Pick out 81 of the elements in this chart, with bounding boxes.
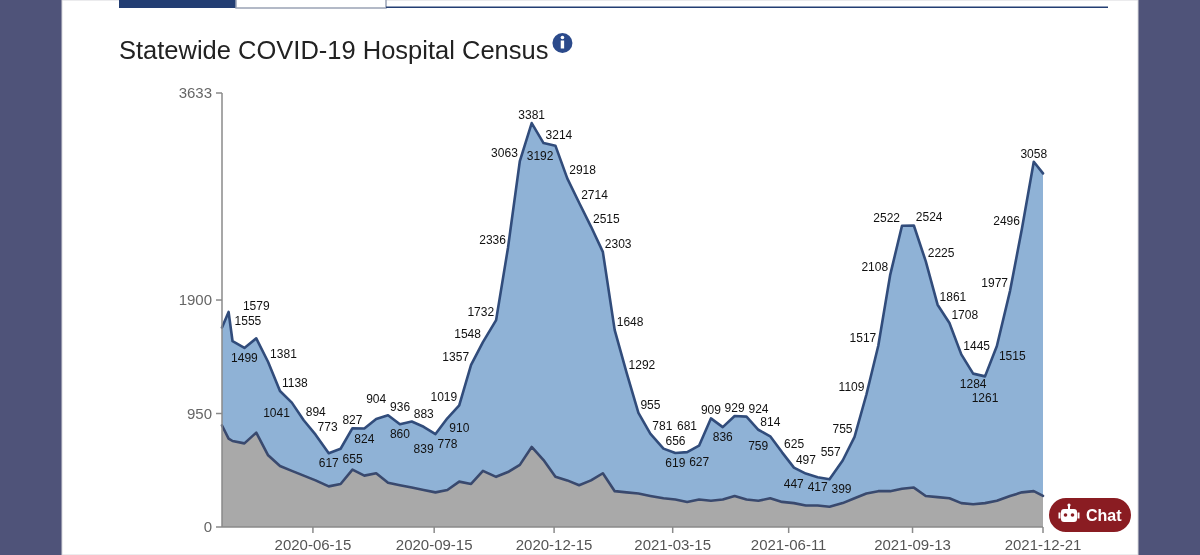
data-label: 2522 [873,210,901,225]
data-label: 955 [640,397,661,412]
data-label: 781 [652,418,673,433]
data-label: 1138 [281,376,309,391]
data-label: 625 [784,437,805,452]
data-label: 904 [366,392,387,407]
y-tick-label: 1900 [178,291,212,309]
data-label: 1977 [981,275,1009,290]
data-label: 1292 [628,357,656,372]
data-label: 655 [342,451,363,466]
data-label: 3058 [1020,146,1048,161]
x-tick-label: 2021-12-21 [1004,536,1082,553]
data-label: 814 [760,414,781,429]
data-label: 656 [665,433,686,448]
data-label: 2524 [915,210,943,225]
y-tick-label: 0 [203,518,212,536]
data-label: 399 [831,482,852,497]
data-label: 417 [807,480,828,495]
y-tick-label: 3633 [178,84,212,102]
data-label: 1708 [951,307,979,322]
data-label: 1732 [467,305,495,320]
data-label: 3214 [545,128,573,143]
data-label: 860 [389,427,411,442]
data-label: 1517 [849,330,877,345]
data-label: 2336 [479,232,507,247]
data-label: 3063 [491,146,519,161]
data-label: 2303 [604,236,632,251]
data-label: 824 [354,431,375,446]
data-label: 2515 [592,211,621,226]
data-label: 1548 [454,327,482,342]
data-label: 1019 [430,390,458,405]
data-label: 773 [317,419,338,434]
x-tick-label: 2021-03-15 [634,536,712,553]
data-label: 1261 [971,391,999,406]
data-label: 2918 [569,163,597,178]
x-tick-label: 2021-09-13 [874,536,951,553]
x-tick-label: 2020-12-15 [515,536,593,553]
data-label: 1861 [939,289,967,304]
x-tick-label: 2020-09-15 [395,536,473,553]
x-tick-label: 2021-06-11 [750,536,827,553]
data-label: 1041 [263,405,291,420]
data-label: 778 [437,437,458,452]
data-label: 3381 [518,108,546,123]
data-label: 1555 [234,314,262,329]
x-tick-label: 2020-06-15 [274,536,352,553]
data-label: 1381 [270,347,298,362]
data-label: 681 [677,418,698,433]
data-label: 617 [318,456,340,471]
data-label: 2225 [927,246,955,261]
data-label: 1499 [231,350,259,365]
data-label: 447 [783,476,805,491]
data-label: 1579 [242,299,270,314]
text: Chat [1086,507,1123,524]
data-label: 909 [700,403,722,418]
data-label: 1445 [963,339,991,354]
data-label: 929 [724,401,745,416]
data-label: 759 [748,439,769,454]
data-label: 936 [390,400,411,415]
data-label: 827 [342,413,363,428]
data-label: 755 [832,421,853,436]
data-label: 883 [413,406,435,421]
data-label: 557 [820,445,842,460]
data-label: 2108 [861,260,889,275]
chart-title: Statewide COVID-19 Hospital Census [119,36,549,64]
data-label: 3192 [526,148,554,163]
data-label: 619 [665,456,686,471]
data-label: 1284 [959,376,987,391]
y-tick-label: 950 [186,404,212,422]
data-label: 2714 [581,187,609,202]
data-label: 1515 [998,349,1026,364]
data-label: 836 [712,430,734,445]
data-label: 497 [795,452,817,467]
data-label: 1109 [838,379,865,394]
data-label: 839 [413,441,434,456]
data-label: 894 [305,405,327,420]
data-label: 1357 [442,349,470,364]
data-label: 924 [748,401,769,416]
data-label: 2496 [993,213,1021,228]
data-label: 1648 [616,315,644,330]
data-label: 910 [449,421,470,436]
data-label: 627 [689,455,710,470]
